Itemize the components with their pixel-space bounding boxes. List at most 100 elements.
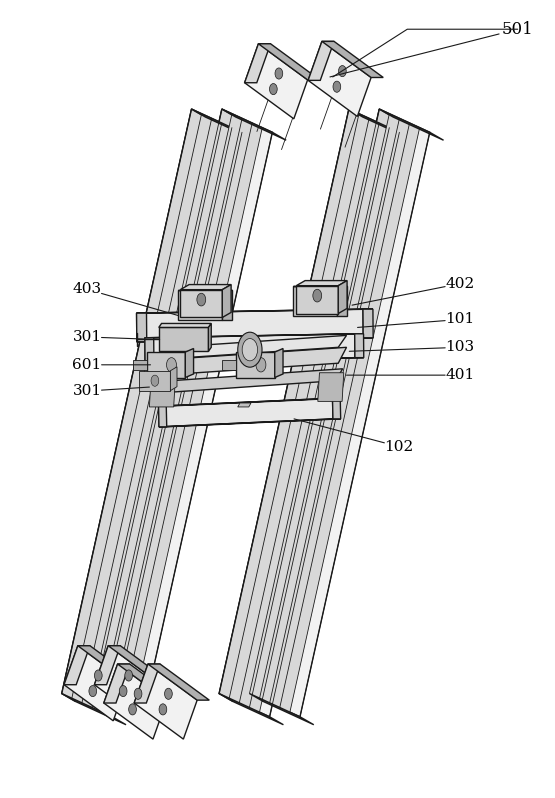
- Polygon shape: [355, 334, 364, 358]
- Polygon shape: [64, 646, 127, 721]
- Text: 402: 402: [352, 277, 475, 305]
- Polygon shape: [250, 693, 314, 725]
- Polygon shape: [102, 113, 263, 712]
- Polygon shape: [94, 646, 120, 685]
- Polygon shape: [209, 323, 211, 351]
- Circle shape: [119, 685, 127, 697]
- Polygon shape: [296, 281, 347, 286]
- Polygon shape: [72, 113, 232, 712]
- Text: 401: 401: [346, 368, 475, 382]
- Polygon shape: [275, 349, 283, 377]
- Polygon shape: [162, 335, 346, 359]
- Polygon shape: [94, 646, 158, 721]
- Polygon shape: [308, 41, 334, 81]
- Polygon shape: [363, 309, 373, 338]
- Polygon shape: [332, 398, 341, 419]
- Polygon shape: [159, 327, 209, 351]
- Polygon shape: [379, 109, 443, 140]
- Polygon shape: [134, 664, 197, 739]
- Circle shape: [270, 84, 277, 95]
- Circle shape: [333, 81, 341, 93]
- Polygon shape: [159, 323, 211, 327]
- Polygon shape: [222, 109, 286, 140]
- Circle shape: [134, 688, 142, 699]
- Polygon shape: [191, 109, 256, 140]
- Polygon shape: [92, 109, 273, 717]
- Circle shape: [310, 293, 321, 309]
- Text: 102: 102: [294, 419, 413, 454]
- Text: 301: 301: [72, 330, 153, 344]
- Circle shape: [275, 68, 282, 79]
- Polygon shape: [145, 334, 364, 338]
- Polygon shape: [219, 693, 284, 725]
- Polygon shape: [145, 334, 355, 361]
- Circle shape: [159, 704, 166, 715]
- Polygon shape: [62, 693, 126, 725]
- Polygon shape: [162, 347, 346, 375]
- Text: 101: 101: [357, 313, 475, 327]
- Circle shape: [313, 289, 322, 302]
- Polygon shape: [133, 360, 147, 369]
- Polygon shape: [78, 646, 139, 681]
- Circle shape: [339, 65, 346, 77]
- Polygon shape: [159, 419, 341, 427]
- Polygon shape: [338, 281, 347, 314]
- Circle shape: [197, 293, 206, 306]
- Polygon shape: [219, 109, 363, 701]
- Circle shape: [195, 297, 206, 313]
- Polygon shape: [149, 378, 175, 407]
- Polygon shape: [185, 349, 194, 377]
- Circle shape: [242, 338, 258, 361]
- Circle shape: [129, 704, 137, 715]
- Polygon shape: [108, 646, 169, 681]
- Polygon shape: [137, 309, 373, 313]
- Polygon shape: [104, 664, 167, 739]
- Polygon shape: [170, 367, 177, 391]
- Text: 301: 301: [72, 384, 149, 398]
- Polygon shape: [159, 406, 166, 427]
- Polygon shape: [145, 338, 154, 361]
- Polygon shape: [260, 113, 420, 712]
- Polygon shape: [296, 286, 338, 314]
- Circle shape: [89, 685, 97, 697]
- Polygon shape: [62, 109, 205, 701]
- Polygon shape: [178, 290, 223, 320]
- Polygon shape: [322, 41, 384, 77]
- Polygon shape: [245, 44, 307, 119]
- Polygon shape: [137, 309, 363, 342]
- Polygon shape: [238, 403, 251, 407]
- Polygon shape: [145, 358, 364, 361]
- Text: 501: 501: [330, 21, 533, 77]
- Polygon shape: [180, 285, 231, 290]
- Polygon shape: [308, 41, 371, 117]
- Polygon shape: [337, 286, 347, 316]
- Polygon shape: [64, 646, 90, 685]
- Polygon shape: [219, 109, 400, 717]
- Polygon shape: [164, 369, 342, 393]
- Polygon shape: [250, 109, 430, 717]
- Polygon shape: [118, 664, 179, 700]
- Circle shape: [151, 375, 159, 386]
- Polygon shape: [229, 113, 389, 712]
- Polygon shape: [236, 352, 275, 377]
- Polygon shape: [92, 693, 157, 725]
- Polygon shape: [349, 109, 413, 140]
- Polygon shape: [250, 109, 393, 701]
- Text: 601: 601: [72, 358, 150, 372]
- Polygon shape: [62, 109, 242, 717]
- Polygon shape: [159, 398, 340, 406]
- Circle shape: [256, 358, 266, 372]
- Polygon shape: [180, 290, 223, 318]
- Text: 403: 403: [72, 282, 178, 315]
- Circle shape: [166, 358, 176, 372]
- Polygon shape: [104, 664, 130, 703]
- Polygon shape: [137, 338, 373, 342]
- Polygon shape: [148, 664, 209, 700]
- Polygon shape: [293, 286, 337, 316]
- Polygon shape: [223, 285, 231, 318]
- Polygon shape: [259, 44, 320, 80]
- Polygon shape: [137, 313, 147, 342]
- Polygon shape: [159, 398, 333, 427]
- Text: 103: 103: [349, 340, 475, 354]
- Circle shape: [94, 670, 102, 681]
